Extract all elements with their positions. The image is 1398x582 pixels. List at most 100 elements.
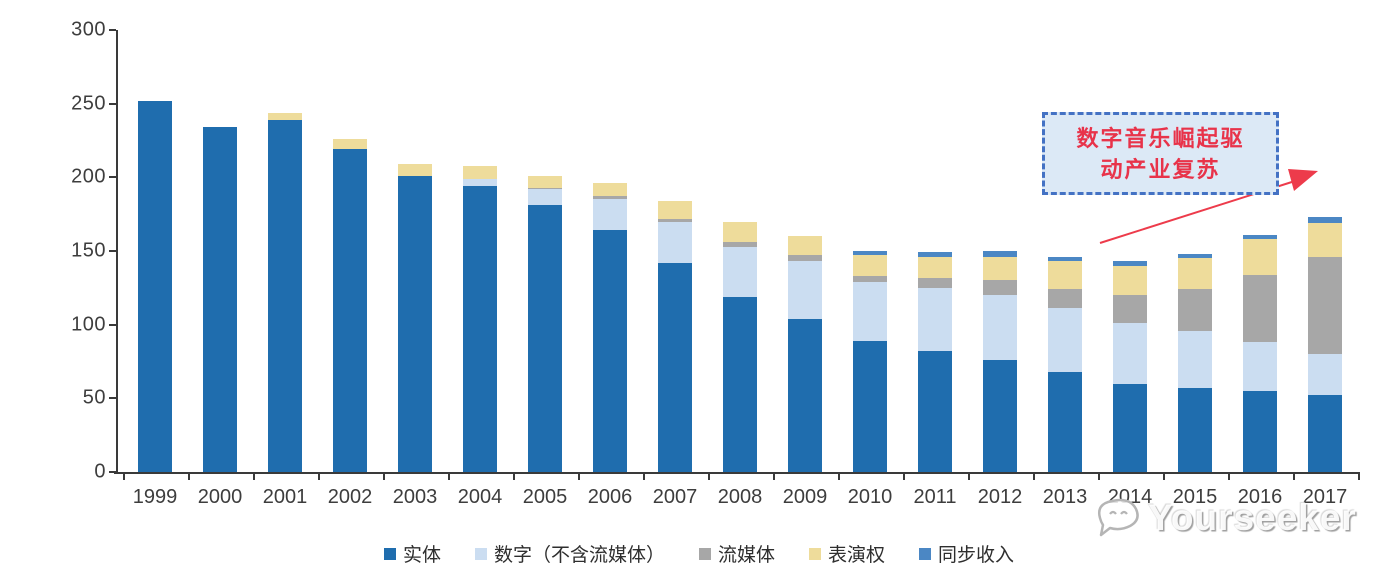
bar-segment	[723, 246, 757, 297]
legend-label: 流媒体	[717, 545, 775, 566]
bar-segment	[1113, 265, 1147, 296]
bar-segment	[1113, 261, 1147, 266]
bar-segment	[1048, 308, 1082, 372]
watermark: Yourseeker	[1094, 496, 1357, 540]
bar-segment	[593, 183, 627, 197]
bar-segment	[918, 256, 952, 278]
bar-segment	[983, 295, 1017, 360]
x-tick-label: 2012	[977, 486, 1023, 508]
y-tick-label: 50	[82, 386, 106, 409]
x-tick-label: 2013	[1042, 486, 1088, 508]
bar-segment	[658, 221, 692, 263]
x-tick-mark	[1227, 474, 1230, 480]
bar-segment	[1243, 234, 1277, 240]
bar-segment	[853, 255, 887, 277]
bar-segment	[268, 112, 302, 120]
bar-segment	[1048, 261, 1082, 290]
x-tick-label: 2015	[1172, 486, 1218, 508]
x-tick-label: 2017	[1302, 486, 1348, 508]
x-tick-label: 2002	[327, 486, 373, 508]
x-tick-mark	[707, 474, 710, 480]
bar-segment	[853, 251, 887, 256]
y-axis-line	[116, 30, 118, 474]
legend-swatch	[809, 547, 821, 560]
bar-segment	[398, 175, 432, 472]
y-tick-mark	[109, 250, 116, 252]
x-tick-mark	[512, 474, 515, 480]
bar-segment	[1308, 256, 1342, 355]
bar-segment	[1308, 354, 1342, 396]
x-tick-label: 2016	[1237, 486, 1283, 508]
bar-segment	[1243, 239, 1277, 275]
bar-segment	[463, 165, 497, 179]
x-tick-mark	[252, 474, 255, 480]
bar-segment	[1178, 289, 1212, 331]
legend-item: 表演权	[809, 540, 885, 567]
bar-segment	[463, 178, 497, 187]
bar-segment	[1113, 323, 1147, 384]
y-tick-mark	[109, 102, 116, 105]
legend-label: 表演权	[828, 545, 886, 566]
bar-segment	[853, 281, 887, 341]
y-tick-mark	[109, 397, 116, 400]
bar-segment	[1243, 274, 1277, 343]
x-tick-mark	[967, 474, 970, 480]
bar-segment	[333, 139, 367, 150]
x-tick-mark	[642, 474, 645, 480]
bar-segment	[1113, 295, 1147, 324]
y-tick-label: 250	[71, 92, 106, 115]
annotation-text-line2: 动产业复苏	[1100, 156, 1221, 182]
y-tick-mark	[109, 176, 116, 179]
bar-segment	[788, 318, 822, 472]
x-tick-mark	[577, 474, 580, 480]
bar-segment	[528, 187, 562, 190]
bar-segment	[1178, 258, 1212, 290]
bar-segment	[138, 100, 172, 472]
bar-segment	[788, 255, 822, 262]
chart-legend: 实体 数字（不含流媒体） 流媒体 表演权 同步收入	[0, 540, 1398, 567]
bar-segment	[528, 175, 562, 188]
bar-segment	[1178, 330, 1212, 388]
x-tick-mark	[382, 474, 385, 480]
bar-segment	[658, 200, 692, 219]
x-tick-label: 2007	[652, 486, 698, 508]
bar-segment	[918, 277, 952, 288]
bar-segment	[1308, 217, 1342, 223]
bar-segment	[203, 127, 237, 472]
x-tick-label: 2008	[717, 486, 763, 508]
x-tick-mark	[902, 474, 905, 480]
bar-segment	[1308, 395, 1342, 472]
bar-segment	[528, 205, 562, 472]
bar-segment	[268, 119, 302, 472]
bar-segment	[788, 261, 822, 319]
y-tick-mark	[109, 323, 116, 326]
bar-segment	[723, 221, 757, 243]
bar-segment	[463, 186, 497, 472]
bar-segment	[658, 262, 692, 472]
bar-segment	[1048, 371, 1082, 472]
bar-segment	[853, 276, 887, 282]
x-tick-mark	[447, 474, 450, 480]
x-tick-mark	[122, 474, 125, 480]
watermark-text: Yourseeker	[1148, 497, 1357, 538]
legend-item: 实体	[383, 540, 441, 567]
x-tick-label: 1999	[132, 486, 178, 508]
x-tick-mark	[1357, 474, 1360, 480]
x-axis-line	[114, 472, 1360, 474]
x-tick-label: 2001	[262, 486, 308, 508]
bar-segment	[593, 230, 627, 472]
bar-segment	[918, 252, 952, 257]
bar-segment	[723, 242, 757, 247]
x-tick-mark	[1162, 474, 1165, 480]
bar-segment	[983, 256, 1017, 281]
bar-segment	[1178, 253, 1212, 259]
bar-segment	[658, 218, 692, 222]
annotation-callout: 数字音乐崛起驱 动产业复苏	[1042, 112, 1279, 195]
x-tick-mark	[317, 474, 320, 480]
x-tick-mark	[772, 474, 775, 480]
y-tick-label: 100	[71, 313, 106, 336]
y-tick-label: 200	[71, 165, 106, 188]
x-tick-label: 2006	[587, 486, 633, 508]
x-tick-mark	[1032, 474, 1035, 480]
legend-label: 同步收入	[938, 545, 1015, 566]
